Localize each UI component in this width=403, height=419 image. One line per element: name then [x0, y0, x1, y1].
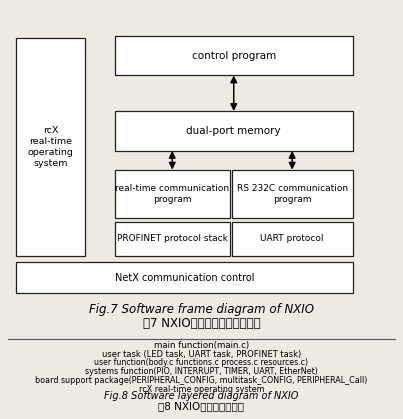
- Bar: [115, 222, 230, 256]
- Bar: [232, 170, 353, 218]
- Bar: [115, 36, 353, 75]
- Text: rcX
real-time
operating
system: rcX real-time operating system: [27, 126, 73, 168]
- Bar: [16, 262, 353, 293]
- Text: NetX communication control: NetX communication control: [114, 273, 254, 282]
- Text: user function(body.c functions.c process.c resources.c): user function(body.c functions.c process…: [94, 358, 309, 367]
- Bar: [16, 38, 85, 256]
- Text: 图7 NXIO从站软件系统设计架构: 图7 NXIO从站软件系统设计架构: [143, 317, 260, 330]
- Text: dual-port memory: dual-port memory: [187, 126, 281, 136]
- Text: Fig.8 Software layered diagram of NXIO: Fig.8 Software layered diagram of NXIO: [104, 391, 299, 401]
- Text: real-time communication
program: real-time communication program: [115, 184, 229, 204]
- Bar: [115, 111, 353, 151]
- Text: board support package(PERIPHERAL_CONFIG, multitask_CONFIG, PERIPHERAL_Call): board support package(PERIPHERAL_CONFIG,…: [35, 376, 368, 385]
- Text: rcX real-time operating system: rcX real-time operating system: [139, 385, 264, 394]
- Text: Fig.7 Software frame diagram of NXIO: Fig.7 Software frame diagram of NXIO: [89, 303, 314, 316]
- Text: main function(main.c): main function(main.c): [154, 341, 249, 350]
- Text: user task (LED task, UART task, PROFINET task): user task (LED task, UART task, PROFINET…: [102, 349, 301, 359]
- Text: RS 232C communication
program: RS 232C communication program: [237, 184, 348, 204]
- Text: UART protocol: UART protocol: [260, 234, 324, 243]
- Text: PROFINET protocol stack: PROFINET protocol stack: [117, 234, 228, 243]
- Text: systems function(PIO, INTERRUPT, TIMER, UART, EtherNet): systems function(PIO, INTERRUPT, TIMER, …: [85, 367, 318, 376]
- Bar: [232, 222, 353, 256]
- Bar: [115, 170, 230, 218]
- Text: 图8 NXIO从站软件层次图: 图8 NXIO从站软件层次图: [158, 401, 245, 411]
- Text: control program: control program: [191, 51, 276, 60]
